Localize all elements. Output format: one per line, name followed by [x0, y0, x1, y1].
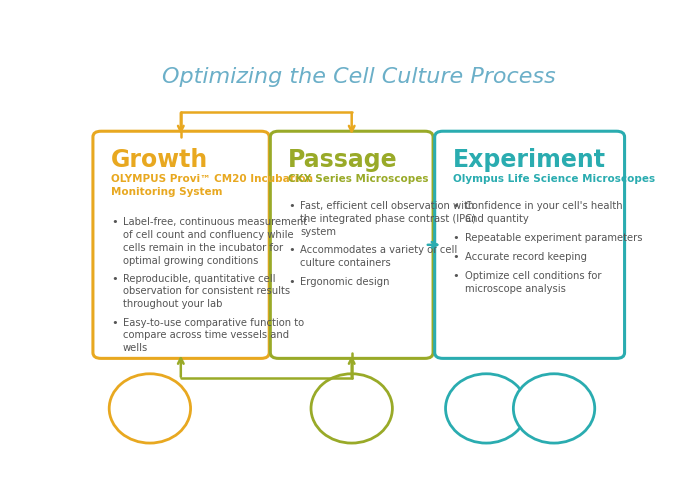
- Text: •: •: [453, 252, 459, 262]
- Text: CKX Series Microscopes: CKX Series Microscopes: [288, 174, 428, 184]
- Text: Growth: Growth: [111, 148, 208, 172]
- Text: Easy-to-use comparative function to
compare across time vessels and
wells: Easy-to-use comparative function to comp…: [122, 318, 304, 353]
- Text: Fast, efficient cell observation with
the integrated phase contrast (IPC)
system: Fast, efficient cell observation with th…: [300, 202, 476, 237]
- Text: •: •: [288, 245, 295, 255]
- Text: •: •: [453, 272, 459, 281]
- Text: •: •: [453, 202, 459, 211]
- FancyBboxPatch shape: [435, 131, 624, 358]
- Text: •: •: [288, 277, 295, 287]
- FancyBboxPatch shape: [93, 131, 270, 358]
- Text: •: •: [111, 218, 118, 228]
- Text: Optimizing the Cell Culture Process: Optimizing the Cell Culture Process: [162, 68, 556, 87]
- Ellipse shape: [446, 374, 527, 443]
- Text: Reproducible, quantitative cell
observation for consistent results
throughout yo: Reproducible, quantitative cell observat…: [122, 274, 290, 310]
- Text: •: •: [453, 233, 459, 243]
- Text: •: •: [111, 318, 118, 328]
- Text: Label-free, continuous measurement
of cell count and confluency while
cells rema: Label-free, continuous measurement of ce…: [122, 218, 307, 266]
- Text: Olympus Life Science Microscopes: Olympus Life Science Microscopes: [453, 174, 654, 184]
- Text: Experiment: Experiment: [453, 148, 606, 172]
- Text: Passage: Passage: [288, 148, 398, 172]
- Text: Accommodates a variety of cell
culture containers: Accommodates a variety of cell culture c…: [300, 245, 457, 268]
- Text: •: •: [111, 274, 118, 283]
- Text: •: •: [288, 202, 295, 211]
- Text: Ergonomic design: Ergonomic design: [300, 277, 390, 287]
- Text: Confidence in your cell's health
and quantity: Confidence in your cell's health and qua…: [465, 202, 622, 224]
- Ellipse shape: [109, 374, 190, 443]
- Text: Optimize cell conditions for
microscope analysis: Optimize cell conditions for microscope …: [465, 272, 601, 294]
- Text: OLYMPUS Provi™ CM20 Incubation
Monitoring System: OLYMPUS Provi™ CM20 Incubation Monitorin…: [111, 174, 313, 197]
- Ellipse shape: [513, 374, 595, 443]
- Text: Accurate record keeping: Accurate record keeping: [465, 252, 587, 262]
- Text: Repeatable experiment parameters: Repeatable experiment parameters: [465, 233, 642, 243]
- FancyBboxPatch shape: [270, 131, 433, 358]
- Ellipse shape: [311, 374, 393, 443]
